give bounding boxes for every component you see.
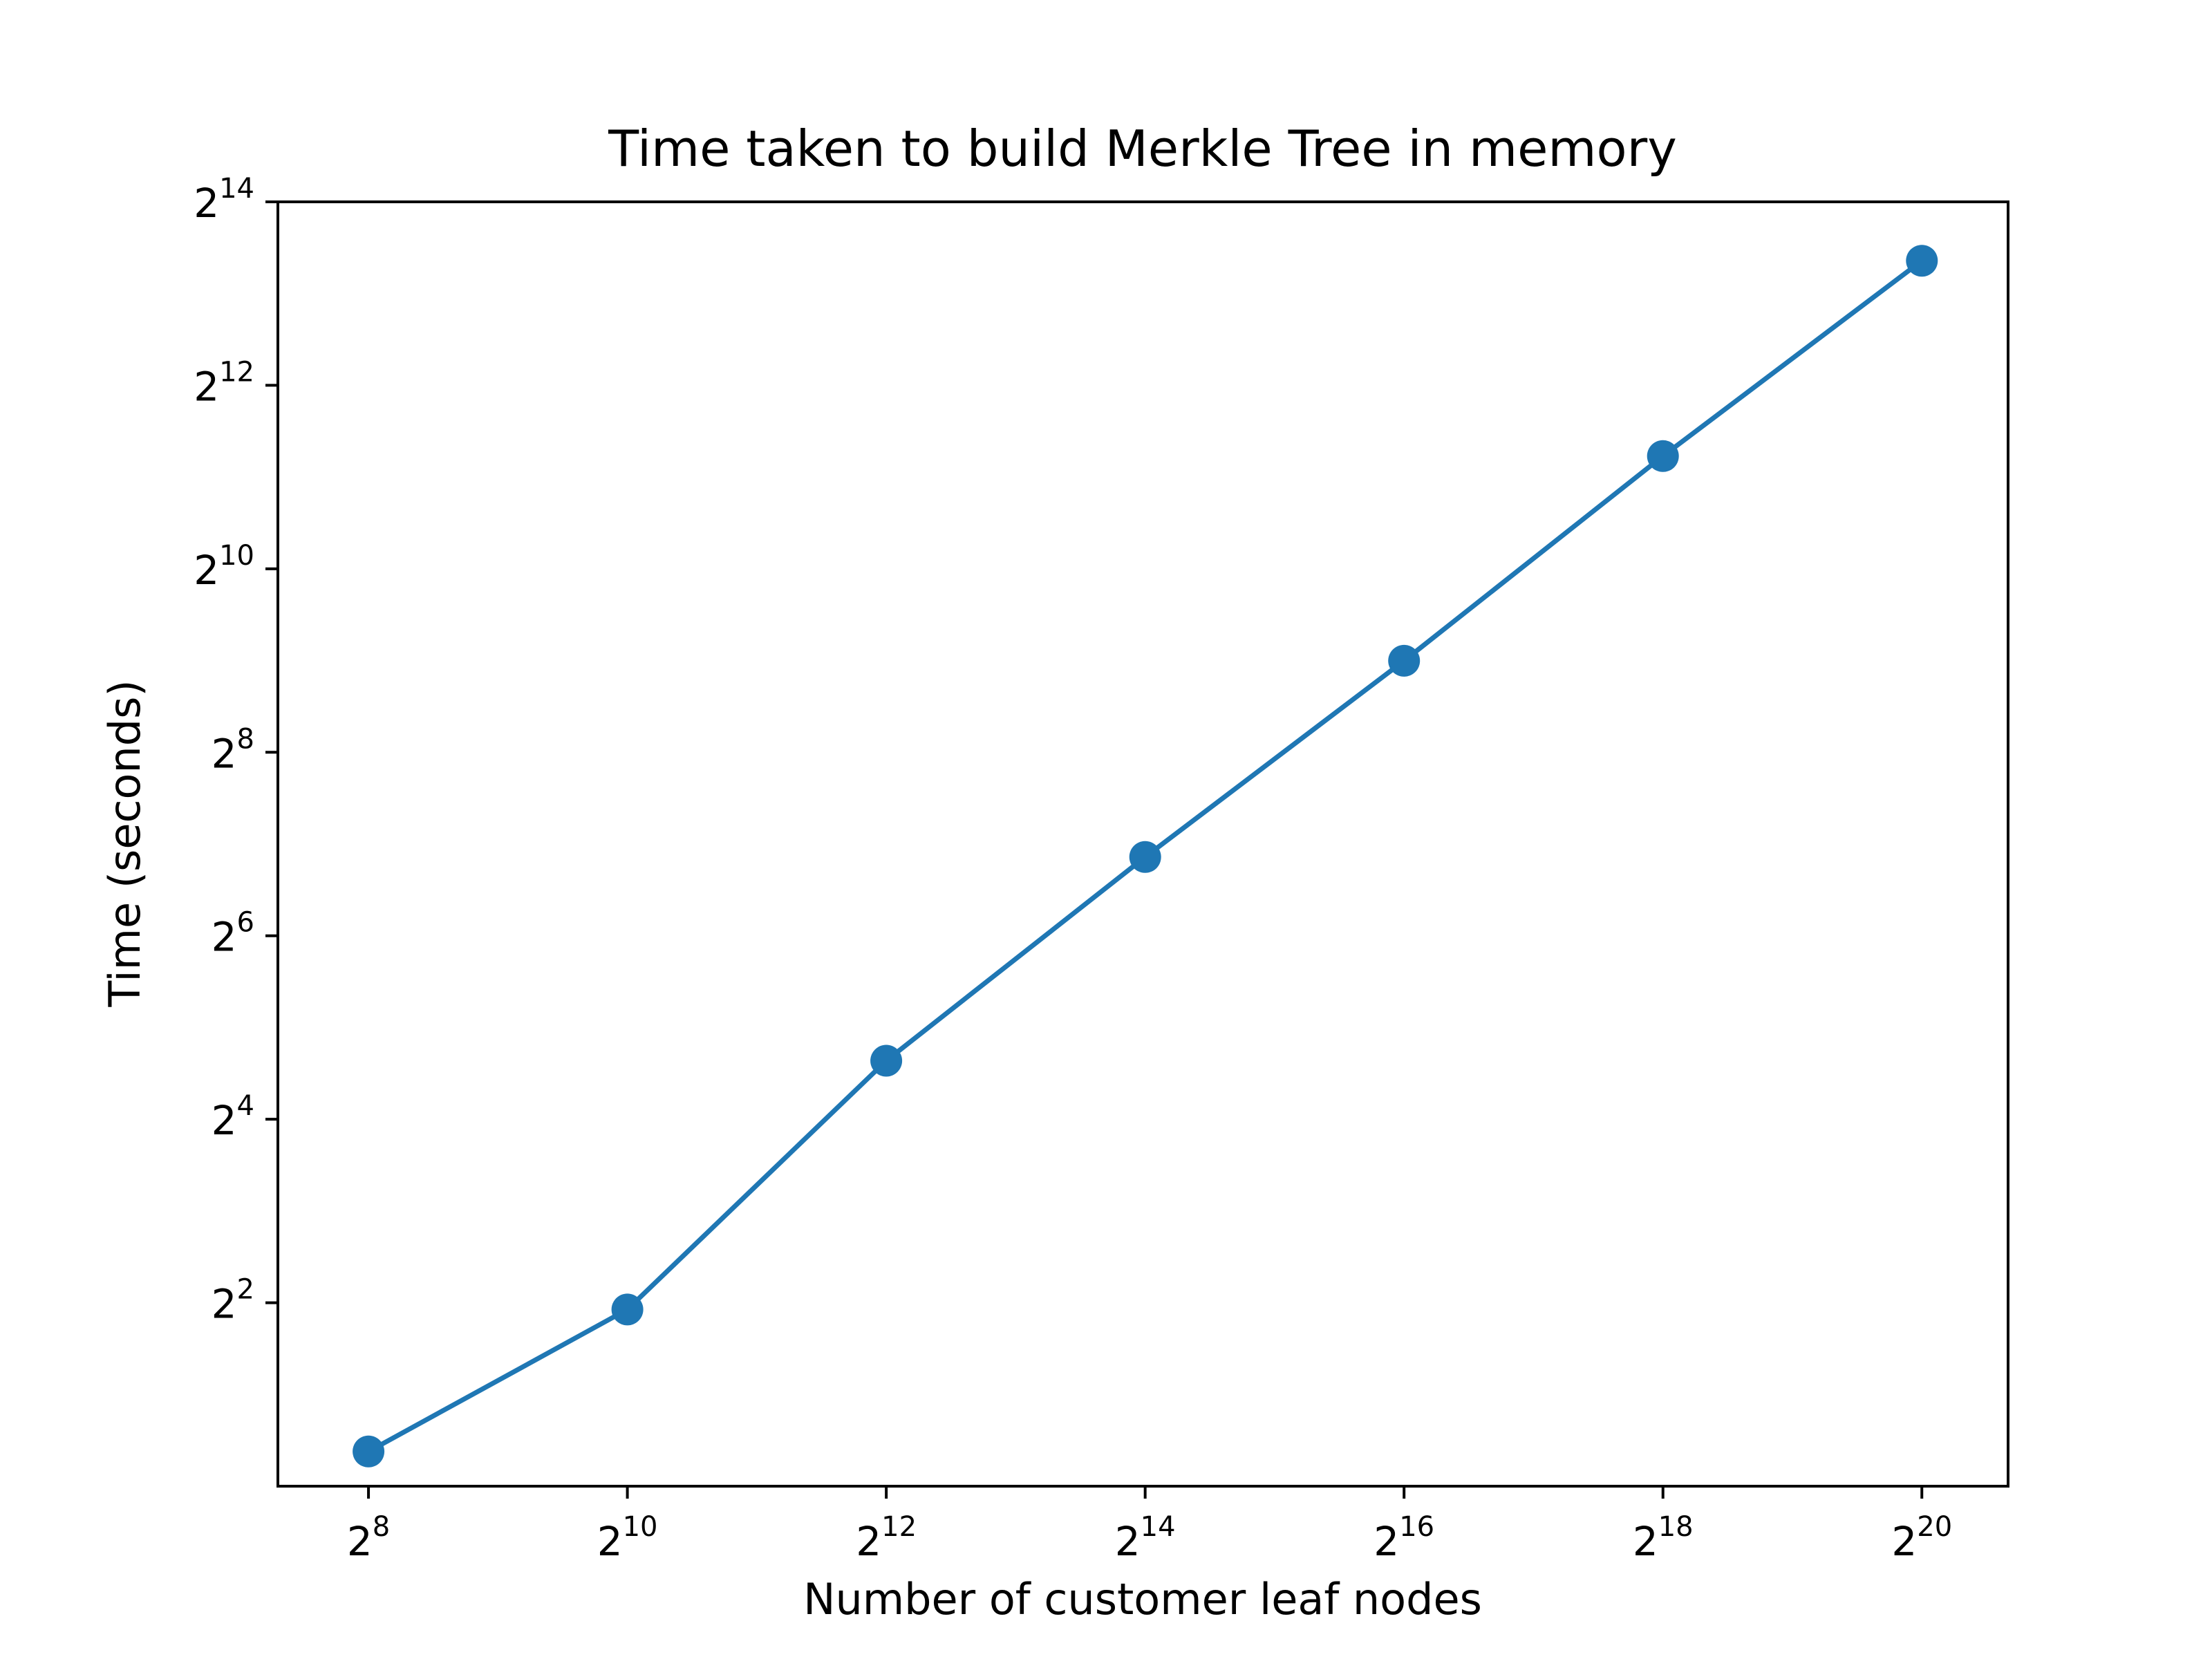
- x-tick-label: 216: [1374, 1511, 1434, 1565]
- y-tick-label: 212: [194, 356, 254, 410]
- axes-frame: [276, 200, 2009, 1488]
- x-tick-label: 220: [1891, 1511, 1952, 1565]
- x-axis-ticks: 28 210 212 214 216 218 220: [347, 1486, 1952, 1565]
- x-tick-label: 218: [1633, 1511, 1694, 1565]
- data-point: [353, 1435, 385, 1468]
- data-point: [870, 1044, 903, 1077]
- y-tick-label: 210: [194, 540, 254, 594]
- x-axis-label: Number of customer leaf nodes: [803, 1574, 1482, 1624]
- data-point: [1647, 440, 1679, 472]
- plot-area: [276, 200, 2009, 1488]
- data-point: [611, 1293, 644, 1326]
- data-point: [1129, 841, 1161, 873]
- data-point: [1906, 245, 1938, 277]
- y-tick-label: 214: [194, 173, 254, 227]
- x-tick-label: 28: [347, 1511, 390, 1565]
- y-axis-ticks: 22 24 26 28 210 212 214: [194, 173, 278, 1328]
- x-tick-label: 210: [597, 1511, 658, 1565]
- y-tick-label: 22: [212, 1274, 254, 1328]
- y-tick-label: 28: [212, 723, 254, 777]
- data-point: [1388, 644, 1421, 677]
- y-tick-label: 26: [212, 907, 254, 961]
- x-tick-label: 212: [856, 1511, 917, 1565]
- y-axis-label: Time (seconds): [100, 679, 150, 1007]
- chart-title: Time taken to build Merkle Tree in memor…: [608, 120, 1677, 178]
- y-tick-label: 24: [212, 1090, 254, 1144]
- x-tick-label: 214: [1115, 1511, 1176, 1565]
